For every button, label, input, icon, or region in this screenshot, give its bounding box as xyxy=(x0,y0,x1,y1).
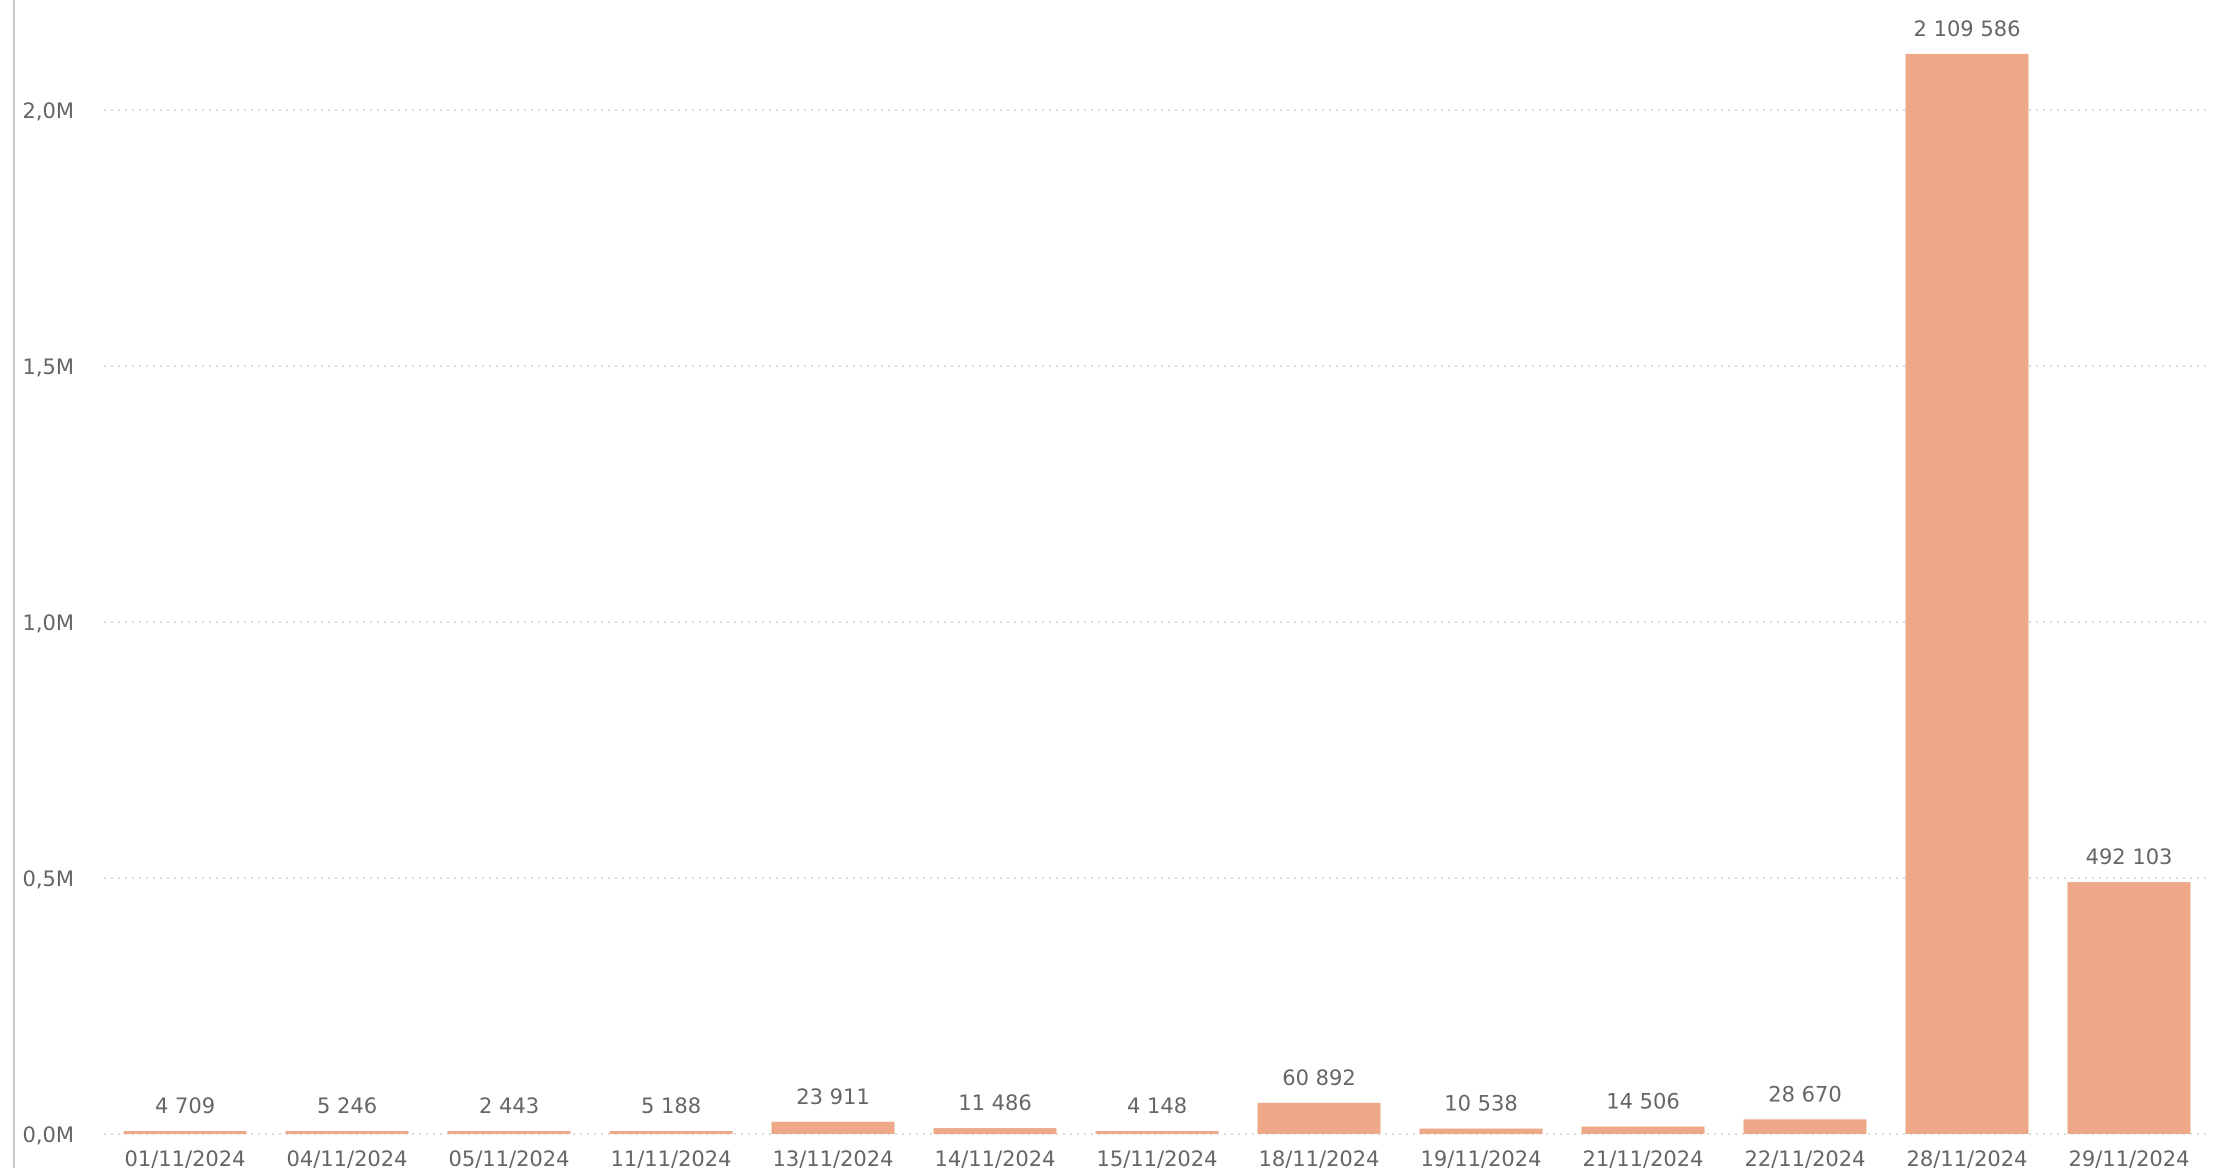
y-tick-label: 0,0M xyxy=(22,1123,74,1147)
y-axis-tick-labels: 0,0M 0,5M 1,0M 1,5M 2,0M xyxy=(22,99,74,1147)
x-tick-label: 05/11/2024 xyxy=(448,1147,569,1168)
data-label: 60 892 xyxy=(1282,1066,1355,1090)
bar xyxy=(123,1131,247,1134)
data-label: 4 709 xyxy=(155,1094,215,1118)
gridlines xyxy=(104,109,2210,1135)
bar xyxy=(285,1131,409,1134)
data-label: 2 109 586 xyxy=(1914,17,2021,41)
x-tick-label: 01/11/2024 xyxy=(124,1147,245,1168)
bar xyxy=(609,1131,733,1134)
x-tick-label: 14/11/2024 xyxy=(934,1147,1055,1168)
x-tick-label: 21/11/2024 xyxy=(1582,1147,1703,1168)
chart-left-border xyxy=(13,0,15,1168)
x-axis-tick-labels: 01/11/2024 04/11/2024 05/11/2024 11/11/2024… xyxy=(124,1147,2189,1171)
x-tick-label: 22/11/2024 xyxy=(1744,1147,1865,1168)
bars xyxy=(123,53,2191,1134)
data-label: 28 670 xyxy=(1768,1082,1841,1106)
data-label: 23 911 xyxy=(796,1085,869,1109)
y-tick-label: 1,5M xyxy=(22,355,74,379)
x-tick-label: 19/11/2024 xyxy=(1420,1147,1541,1168)
data-label: 492 103 xyxy=(2086,845,2173,869)
x-tick-label: 13/11/2024 xyxy=(772,1147,893,1168)
bar xyxy=(1257,1102,1381,1134)
bar xyxy=(2067,882,2191,1134)
data-labels: 4 709 5 246 2 443 5 188 23 911 11 486 4 148 60 … xyxy=(155,17,2172,1118)
bar xyxy=(1743,1119,1867,1134)
x-tick-label: 29/11/2024 xyxy=(2068,1147,2189,1168)
x-tick-label: 28/11/2024 xyxy=(1906,1147,2027,1168)
x-tick-label: 15/11/2024 xyxy=(1096,1147,1217,1168)
data-label: 4 148 xyxy=(1127,1094,1187,1118)
bar xyxy=(771,1121,895,1134)
data-label: 5 188 xyxy=(641,1094,701,1118)
bar xyxy=(1419,1128,1543,1134)
x-tick-label: 04/11/2024 xyxy=(286,1147,407,1168)
data-label: 11 486 xyxy=(958,1091,1031,1115)
bar xyxy=(1905,53,2029,1134)
y-tick-label: 1,0M xyxy=(22,611,74,635)
data-label: 14 506 xyxy=(1606,1090,1679,1114)
data-label: 2 443 xyxy=(479,1094,539,1118)
x-tick-label: 18/11/2024 xyxy=(1258,1147,1379,1168)
data-label: 5 246 xyxy=(317,1094,377,1118)
bar xyxy=(1095,1131,1219,1134)
bar xyxy=(1581,1126,1705,1134)
bar xyxy=(447,1131,571,1134)
data-label: 10 538 xyxy=(1444,1092,1517,1116)
y-tick-label: 0,5M xyxy=(22,867,74,891)
bar xyxy=(933,1128,1057,1134)
x-tick-label: 11/11/2024 xyxy=(610,1147,731,1168)
y-tick-label: 2,0M xyxy=(22,99,74,123)
